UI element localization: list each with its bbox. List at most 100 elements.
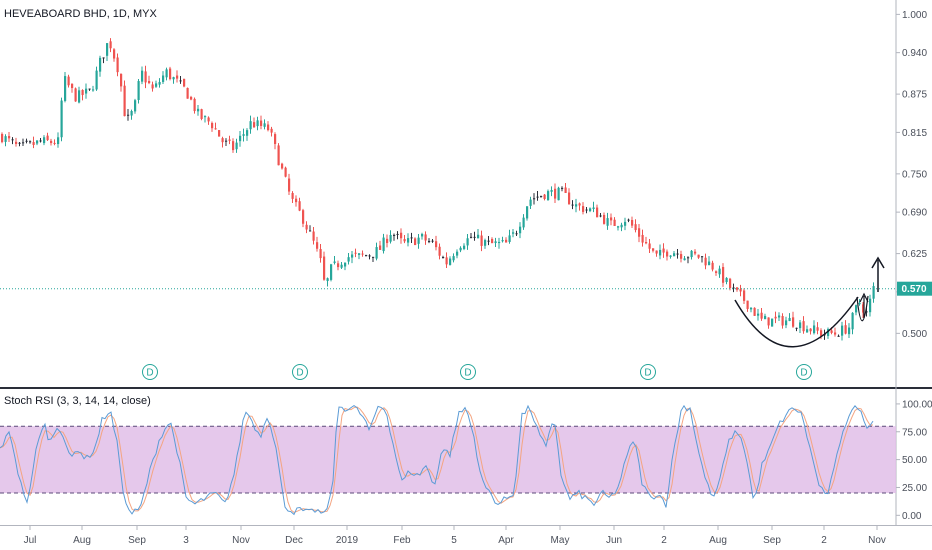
candle: [312, 226, 315, 245]
price-tick-label: 0.500: [902, 329, 927, 340]
candle: [302, 208, 305, 228]
candle: [645, 236, 648, 245]
candle: [102, 57, 105, 64]
candle: [505, 237, 508, 243]
candle: [869, 294, 872, 317]
candle: [99, 55, 102, 77]
candle: [127, 109, 130, 121]
candle: [760, 307, 763, 321]
candle: [64, 72, 67, 103]
candle: [197, 104, 200, 116]
candle: [144, 65, 147, 89]
candle: [288, 173, 291, 195]
candle: [757, 309, 760, 321]
candle: [606, 212, 609, 230]
candle: [592, 201, 595, 213]
candle: [67, 74, 70, 88]
candle: [162, 71, 165, 85]
candle: [834, 327, 837, 337]
candle: [365, 254, 368, 257]
dividend-marker[interactable]: D: [796, 364, 812, 380]
candle: [130, 109, 133, 120]
candle: [564, 182, 567, 194]
candle: [32, 136, 35, 149]
dividend-marker[interactable]: D: [292, 364, 308, 380]
last-price-badge: [897, 281, 932, 296]
candle: [477, 229, 480, 239]
candle: [337, 260, 340, 271]
candle: [277, 143, 280, 166]
dividend-marker[interactable]: D: [142, 364, 158, 380]
candle: [151, 81, 154, 92]
candle: [589, 207, 592, 213]
candle: [344, 262, 347, 271]
time-tick-label: Feb: [393, 535, 411, 546]
candle: [309, 225, 312, 232]
candle: [652, 248, 655, 253]
candle: [53, 139, 56, 146]
candle: [333, 256, 336, 265]
candle: [375, 242, 378, 261]
candle: [218, 130, 221, 137]
candle: [123, 80, 126, 117]
stoch-tick-label: 0.00: [902, 511, 922, 522]
candle: [29, 140, 32, 144]
candle: [116, 53, 119, 77]
candle: [610, 213, 613, 226]
candle: [382, 233, 385, 254]
time-tick-label: Aug: [73, 535, 91, 546]
candle: [617, 225, 620, 231]
candle: [71, 83, 74, 93]
candle: [648, 239, 651, 254]
candle: [225, 138, 228, 147]
candle: [596, 204, 599, 218]
candle: [529, 196, 532, 209]
time-tick-label: Sep: [128, 535, 146, 546]
candle: [95, 66, 98, 91]
handle-curve: [856, 295, 869, 322]
last-price-label: 0.570: [901, 284, 926, 295]
candle: [575, 198, 578, 213]
candle: [316, 236, 319, 252]
candle: [92, 85, 95, 92]
candle: [512, 229, 515, 238]
candle: [718, 265, 721, 278]
candle: [655, 250, 658, 257]
candle: [57, 132, 60, 148]
candle: [148, 75, 151, 85]
candle: [340, 261, 343, 270]
candle: [442, 255, 445, 259]
candle: [449, 256, 452, 266]
candle: [613, 217, 616, 226]
price-pane: [0, 0, 896, 386]
candle: [165, 67, 168, 81]
candle: [795, 327, 798, 332]
candle: [841, 321, 844, 341]
candle: [858, 299, 861, 306]
candle: [407, 233, 410, 247]
time-tick-label: 2019: [336, 535, 359, 546]
candle: [676, 248, 679, 259]
svg-text:D: D: [146, 368, 153, 379]
price-tick-label: 0.690: [902, 208, 927, 219]
candle: [176, 70, 179, 83]
candle: [179, 76, 182, 84]
candle: [603, 212, 606, 225]
dividend-marker[interactable]: D: [460, 364, 476, 380]
candle: [554, 183, 557, 203]
candle: [81, 89, 84, 101]
candle: [456, 249, 459, 259]
candle: [330, 263, 333, 282]
candle: [43, 135, 46, 146]
candle: [792, 311, 795, 328]
candle: [113, 48, 116, 62]
time-tick-label: 2: [661, 535, 667, 546]
candle: [638, 223, 641, 243]
time-tick-label: Sep: [763, 535, 781, 546]
candle: [704, 253, 707, 270]
candle: [631, 216, 634, 228]
candle: [855, 304, 858, 316]
candle: [533, 193, 536, 205]
dividend-marker[interactable]: D: [640, 364, 656, 380]
candle: [295, 195, 298, 207]
